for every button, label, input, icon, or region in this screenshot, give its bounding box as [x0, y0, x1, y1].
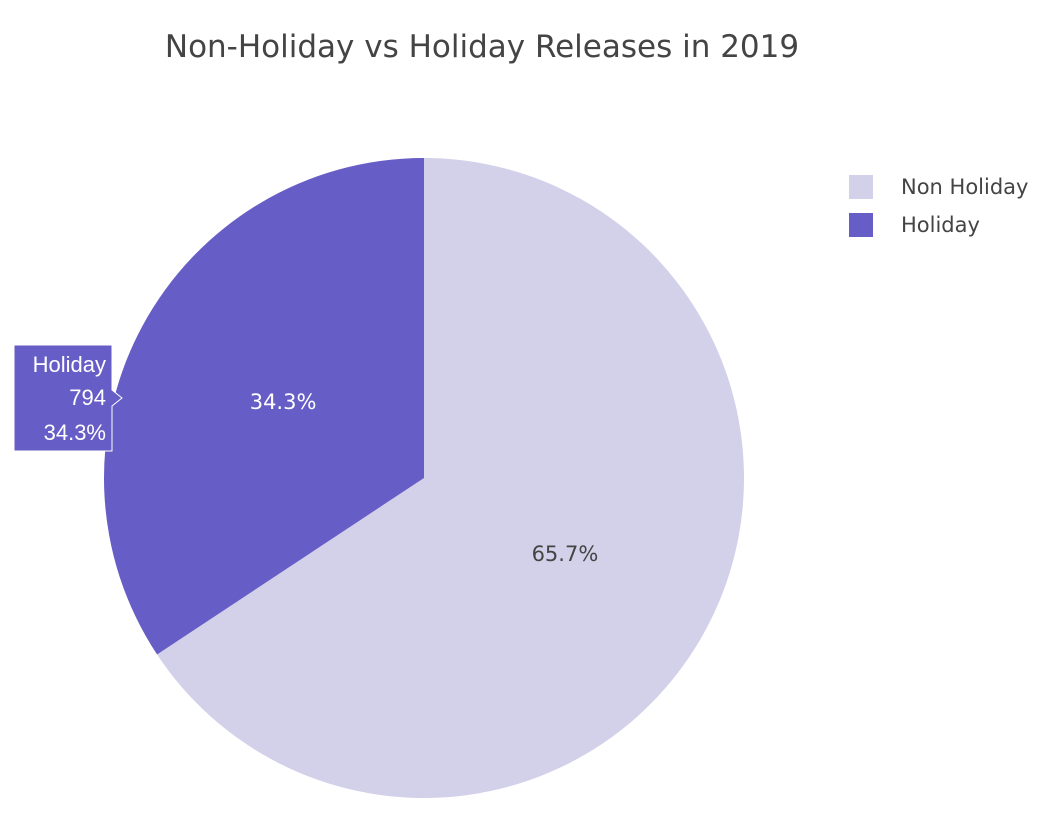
- hover-tooltip-box: [13, 344, 123, 452]
- hover-tooltip: Holiday 794 34.3%: [13, 344, 123, 452]
- legend-item-holiday[interactable]: Holiday: [849, 213, 980, 237]
- pie-slices: [104, 158, 745, 799]
- legend-swatch: [849, 213, 873, 237]
- legend-label: Non Holiday: [901, 175, 1028, 199]
- hover-label: Holiday: [33, 352, 106, 377]
- hover-value: 794: [69, 385, 106, 410]
- pie-slice-holiday[interactable]: [104, 158, 424, 655]
- legend-label: Holiday: [901, 213, 980, 237]
- hover-percent: 34.3%: [44, 420, 106, 445]
- chart-title: Non-Holiday vs Holiday Releases in 2019: [165, 29, 799, 65]
- pie-slice-non-holiday[interactable]: [157, 158, 745, 799]
- pie-slice-labels: 65.7% 34.3%: [250, 390, 599, 566]
- legend: Non Holiday Holiday: [849, 175, 1028, 237]
- legend-swatch: [849, 175, 873, 199]
- legend-item-non-holiday[interactable]: Non Holiday: [849, 175, 1028, 199]
- pie-slice-label-holiday: 34.3%: [250, 390, 317, 414]
- pie-slice-label-non-holiday: 65.7%: [532, 542, 599, 566]
